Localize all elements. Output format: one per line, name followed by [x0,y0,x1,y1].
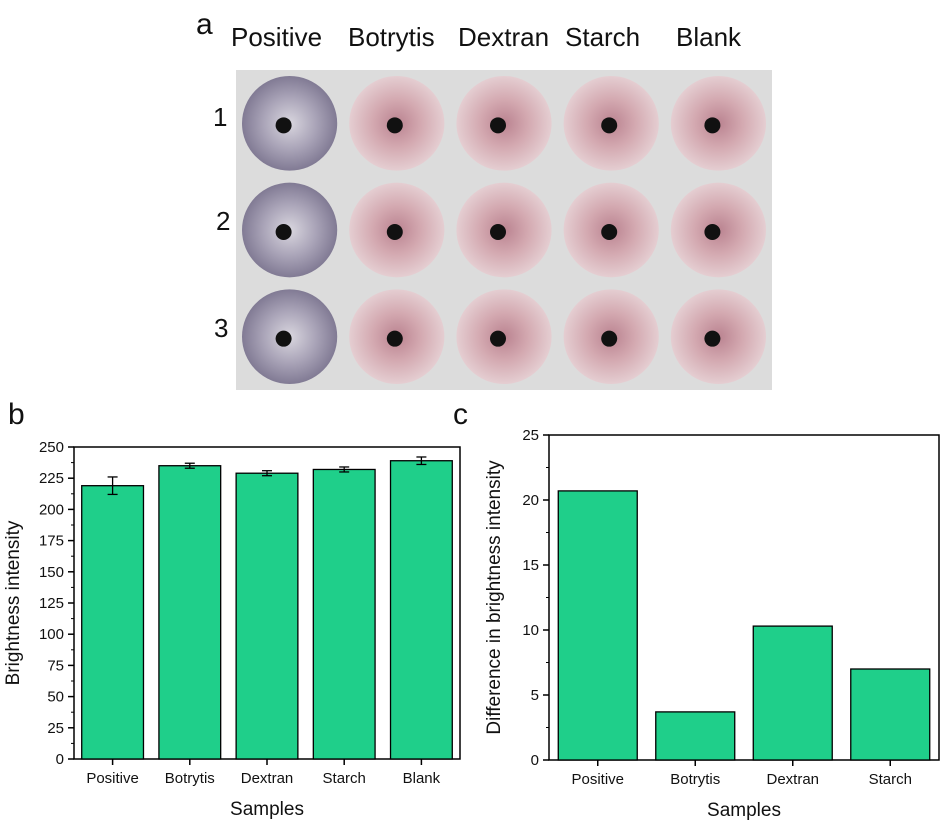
well-photo-grid [236,70,772,390]
bar-starch [850,668,931,761]
well-photo-botrytis-2 [344,177,450,283]
y-tick-label: 175 [39,533,64,550]
well-photo-dextran-2 [451,177,557,283]
row-label-2: 2 [216,206,231,236]
y-tick-label: 75 [47,657,64,674]
y-tick-label: 5 [531,687,539,704]
y-tick-label: 25 [522,427,539,444]
column-label-blank: Blank [676,22,742,52]
error-bar-botrytis [184,462,195,469]
y-tick-label: 20 [522,492,539,509]
bar-dextran [752,625,833,761]
error-bar-dextran [262,470,272,477]
well-photo-dextran-1 [451,71,557,176]
row-label-3: 3 [214,313,229,343]
y-tick-label: 250 [39,439,64,456]
error-bar-blank [416,456,427,466]
error-bar-starch [339,466,350,473]
bar-starch [312,468,376,760]
y-tick-label: 10 [522,622,539,639]
y-tick-label: 125 [39,595,64,612]
well-photo-botrytis-3 [344,284,450,389]
y-tick-label: 200 [39,501,64,518]
panel-c-letter: c [453,398,468,431]
error-bar-positive [107,476,118,496]
well-photos [237,71,771,389]
y-tick-label: 0 [531,752,539,769]
y-axis-label: Brightness intensity [3,520,24,685]
x-tick-label-dextran: Dextran [241,770,294,787]
x-tick-label-botrytis: Botrytis [165,770,215,787]
x-tick-label-blank: Blank [403,770,441,787]
bar-botrytis [655,711,736,761]
y-tick-label: 25 [47,720,64,737]
y-tick-label: 150 [39,564,64,581]
x-axis-label: Samples [707,800,781,821]
bar-blank [389,460,453,760]
y-tick-label: 100 [39,626,64,643]
column-label-dextran: Dextran [458,22,550,52]
row-label-1: 1 [213,102,228,132]
panel-b-letter: b [8,398,25,431]
x-tick-label-botrytis: Botrytis [670,771,720,788]
bar-dextran [235,472,299,760]
y-tick-label: 0 [56,751,64,768]
x-tick-label-starch: Starch [323,770,366,787]
x-tick-label-positive: Positive [86,770,139,787]
column-label-positive: Positive [231,22,323,52]
x-tick-label-positive: Positive [571,771,624,788]
panel-a-letter: a [196,8,213,41]
x-axis-label: Samples [230,799,304,820]
bar-botrytis [158,465,222,760]
well-photo-blank-1 [665,71,771,176]
well-photo-positive-1 [237,71,343,176]
well-photo-positive-2 [237,177,343,283]
y-tick-label: 225 [39,470,64,487]
y-tick-label: 15 [522,557,539,574]
brightness-difference-bar-chart: 0 5 10 15 20 25 Positive Botrytis Dextran Starch S… [484,427,940,821]
well-photo-starch-3 [558,284,664,389]
y-axis-label: Difference in brightness intensity [484,460,505,735]
x-tick-label-dextran: Dextran [766,771,819,788]
well-photo-blank-3 [665,284,771,389]
column-label-starch: Starch [565,22,641,52]
bar-positive [81,485,145,760]
brightness-bar-chart: 0 25 50 75 100 125 150 175 200 225 250 Positive Botr… [3,439,461,820]
y-tick-label: 50 [47,689,64,706]
well-photo-blank-2 [665,177,771,283]
well-photo-starch-1 [558,71,664,176]
well-photo-dextran-3 [451,284,557,389]
column-label-botrytis: Botrytis [348,22,435,52]
x-tick-label-starch: Starch [869,771,912,788]
well-photo-starch-2 [558,177,664,283]
well-photo-positive-3 [237,284,343,389]
well-photo-botrytis-1 [344,71,450,176]
bar-positive [557,490,638,761]
